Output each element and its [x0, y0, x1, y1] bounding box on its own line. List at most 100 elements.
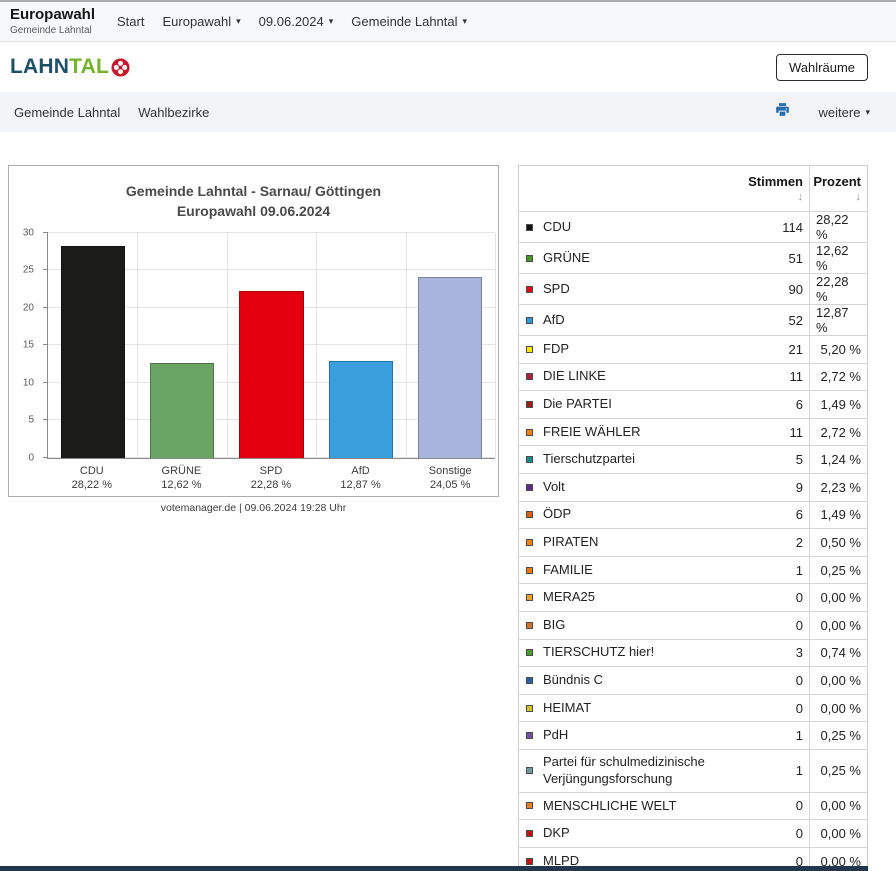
lahntal-logo[interactable]: LAHN TAL — [10, 55, 130, 79]
party-color-swatch — [526, 621, 533, 629]
party-color-swatch — [526, 373, 533, 381]
percent-cell: 0,00 % — [809, 820, 867, 847]
print-button[interactable] — [774, 101, 791, 123]
party-color-swatch — [526, 483, 533, 491]
party-name-label: Sonstige — [428, 464, 472, 477]
party-color-swatch — [526, 400, 533, 408]
party-color-swatch — [526, 456, 533, 464]
party-name: MLPD — [543, 852, 580, 868]
app-title-block: Europawahl Gemeinde Lahntal — [10, 7, 95, 36]
table-row: HEIMAT 0 0,00 % — [519, 693, 867, 722]
party-percent-label: 12,62 % — [161, 479, 202, 492]
percent-cell: 12,62 % — [809, 243, 867, 273]
toolbar-tab[interactable]: Gemeinde Lahntal — [14, 104, 121, 120]
vertical-gridline — [495, 232, 496, 458]
party-cell: PIRATEN — [519, 529, 747, 556]
party-cell: AfD — [519, 305, 747, 335]
table-row: CDU 114 28,22 % — [519, 211, 867, 242]
table-row: Partei für schulmedizinische Verjüngungs… — [519, 748, 867, 792]
sort-down-icon[interactable]: ↓ — [855, 191, 862, 203]
party-bar — [328, 361, 394, 458]
party-cell: Tierschutzpartei — [519, 446, 747, 473]
chevron-down-icon: ▾ — [236, 16, 241, 26]
toolbar-tabs: Gemeinde Lahntal Wahlbezirke — [14, 105, 209, 120]
clover-logo-icon — [111, 57, 130, 77]
chevron-down-icon: ▾ — [462, 16, 468, 26]
y-tick-label: 30 — [22, 227, 34, 239]
party-cell: GRÜNE — [519, 243, 747, 273]
x-category-label: Sonstige 24,05 % — [405, 464, 495, 494]
votes-cell: 1 — [795, 562, 803, 578]
x-category-label: GRÜNE 12,62 % — [137, 464, 227, 494]
percent-column-header[interactable]: Prozent ↓ — [809, 166, 867, 211]
party-name: BIG — [543, 616, 566, 632]
nav-item-start[interactable]: Start — [117, 14, 145, 29]
toolbar-tab[interactable]: Wahlbezirke — [138, 104, 210, 120]
party-cell: ÖDP — [519, 502, 747, 529]
nav-links: Start Europawahl ▾ 09.06.2024 ▾ Gemeinde… — [117, 14, 467, 29]
percent-cell: 0,25 % — [809, 722, 867, 749]
chart-bars — [48, 233, 495, 458]
party-cell: Bündnis C — [519, 667, 747, 694]
nav-item-gemeinde[interactable]: Gemeinde Lahntal ▾ — [351, 14, 468, 29]
more-dropdown[interactable]: weitere ▾ — [818, 104, 870, 120]
percent-cell: 2,23 % — [809, 473, 867, 501]
party-name: PIRATEN — [543, 534, 599, 549]
bar-slot — [316, 233, 405, 458]
nav-item-europawahl[interactable]: Europawahl ▾ — [162, 14, 241, 29]
party-name: FDP — [543, 340, 569, 356]
header-row: LAHN TAL Wahlräume — [0, 42, 896, 92]
table-row: Tierschutzpartei 5 1,24 % — [519, 445, 867, 473]
table-row: DKP 0 0,00 % — [519, 819, 867, 847]
votes-cell: 0 — [795, 617, 803, 633]
page-bottom-bar — [0, 866, 868, 871]
table-row: PdH 1 0,25 % — [519, 721, 867, 749]
party-name-label: CDU — [79, 464, 104, 477]
party-color-swatch — [526, 704, 533, 712]
party-name-label: GRÜNE — [161, 464, 202, 477]
party-name: CDU — [543, 218, 572, 234]
party-color-swatch — [526, 538, 533, 546]
percent-cell: 0,50 % — [809, 529, 867, 556]
page-top-border — [0, 0, 896, 2]
party-name: DKP — [543, 825, 570, 841]
table-row: FAMILIE 1 0,25 % — [519, 555, 867, 584]
votes-cell: 1 — [795, 763, 803, 779]
page-title: Europawahl — [10, 6, 96, 24]
party-name: Die PARTEI — [543, 396, 612, 412]
table-row: TIERSCHUTZ hier! 3 0,74 % — [519, 638, 867, 667]
toolbar-actions: weitere ▾ — [774, 101, 870, 123]
party-color-swatch — [526, 649, 533, 657]
party-color-swatch — [526, 830, 533, 838]
votes-cell: 0 — [795, 700, 803, 716]
party-percent-label: 24,05 % — [429, 479, 471, 492]
votes-cell: 2 — [795, 534, 803, 550]
votes-cell: 0 — [795, 590, 803, 606]
party-name: SPD — [543, 280, 570, 296]
nav-item-date[interactable]: 09.06.2024 ▾ — [258, 14, 334, 29]
party-percent-label: 12,87 % — [340, 479, 381, 492]
y-tick-label: 0 — [28, 452, 34, 464]
party-color-swatch — [526, 767, 533, 775]
party-cell: PdH — [519, 722, 747, 749]
party-bar — [418, 277, 483, 458]
party-color-swatch — [526, 316, 533, 324]
party-name: MERA25 — [543, 589, 596, 605]
votes-cell: 3 — [795, 645, 803, 661]
party-name: FAMILIE — [543, 561, 593, 577]
party-cell: Die PARTEI — [519, 391, 747, 418]
percent-cell: 0,00 % — [809, 611, 867, 639]
party-name: PdH — [543, 727, 569, 743]
votes-cell: 51 — [788, 250, 803, 266]
percent-cell: 1,49 % — [809, 501, 867, 529]
party-color-swatch — [526, 285, 533, 293]
votes-column-header[interactable]: Stimmen ↓ — [748, 174, 804, 203]
party-color-swatch — [526, 223, 533, 231]
party-cell: FDP — [519, 336, 747, 363]
toolbar: Gemeinde Lahntal Wahlbezirke weitere ▾ — [0, 92, 896, 132]
party-cell: BIG — [519, 612, 747, 639]
party-name: AfD — [543, 311, 565, 327]
sort-down-icon[interactable]: ↓ — [797, 191, 804, 203]
bar-slot — [137, 233, 226, 458]
wahlraeume-button[interactable]: Wahlräume — [776, 53, 868, 81]
